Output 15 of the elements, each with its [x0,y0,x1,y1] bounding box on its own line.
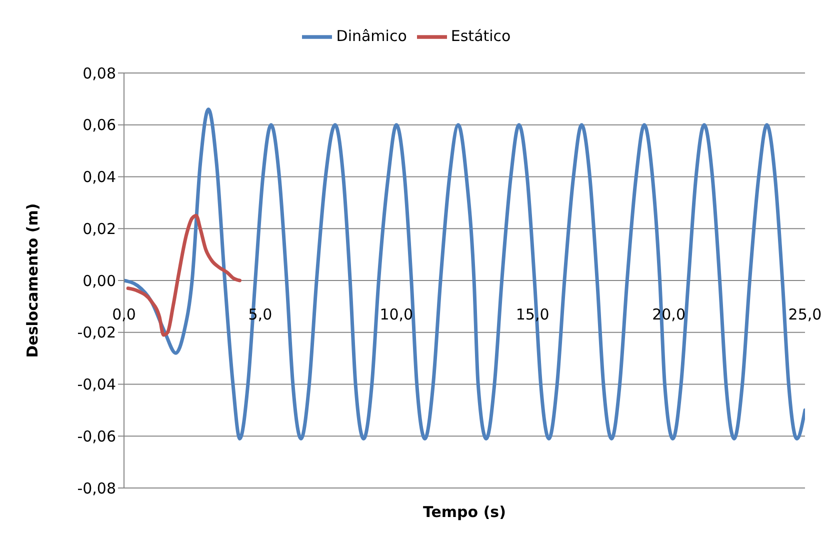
y-tick-label: -0,04 [77,376,116,394]
x-tick-label: 25,0 [788,306,822,324]
y-tick-label: -0,08 [77,479,116,498]
y-tick-label: -0,02 [77,324,116,342]
y-tick-label: 0,04 [82,168,116,186]
y-tick-label: 0,02 [82,220,116,238]
y-tick-label: -0,06 [77,427,116,446]
legend-label: Estático [450,27,511,46]
x-tick-label: 0,0 [112,306,136,324]
y-axis-title: Deslocamento (m) [23,203,42,358]
y-tick-label: 0,06 [82,116,116,134]
legend-label: Dinâmico [336,27,407,46]
x-axis-title: Tempo (s) [423,503,506,521]
y-tick-label: 0,08 [82,64,116,82]
y-tick-label: 0,00 [82,272,116,290]
